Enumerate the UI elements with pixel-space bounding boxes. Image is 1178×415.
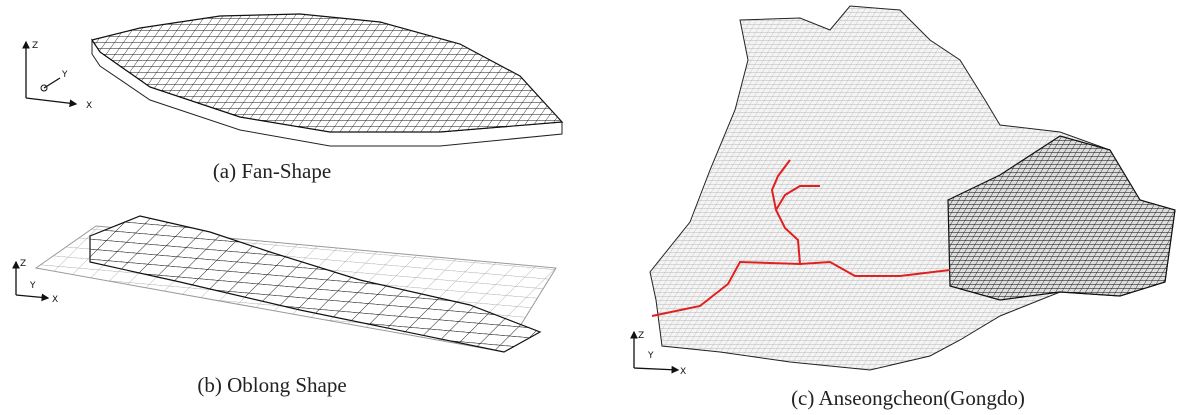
axis-triad: Z Y X [26, 41, 92, 111]
axis-label: Z [638, 331, 644, 341]
axis-label: X [680, 367, 686, 377]
watershed-mesh [650, 6, 1175, 370]
oblong-mesh [36, 216, 556, 352]
axis-label: Y [29, 281, 36, 291]
axis-label: X [52, 295, 58, 305]
axis-label: Z [20, 259, 26, 269]
caption: (b) Oblong Shape [197, 373, 346, 397]
caption: (c) Anseongcheon(Gongdo) [791, 386, 1025, 410]
axis-label: Y [647, 351, 654, 361]
axis-label: Y [61, 70, 68, 80]
fan-shape-mesh [92, 14, 562, 146]
axis-label: Z [32, 41, 38, 51]
figure: Z Y X (a) Fan-Shape Z Y X (b) Oblong Sha… [0, 0, 1178, 415]
caption: (a) Fan-Shape [213, 159, 331, 183]
axis-label: X [86, 101, 92, 111]
